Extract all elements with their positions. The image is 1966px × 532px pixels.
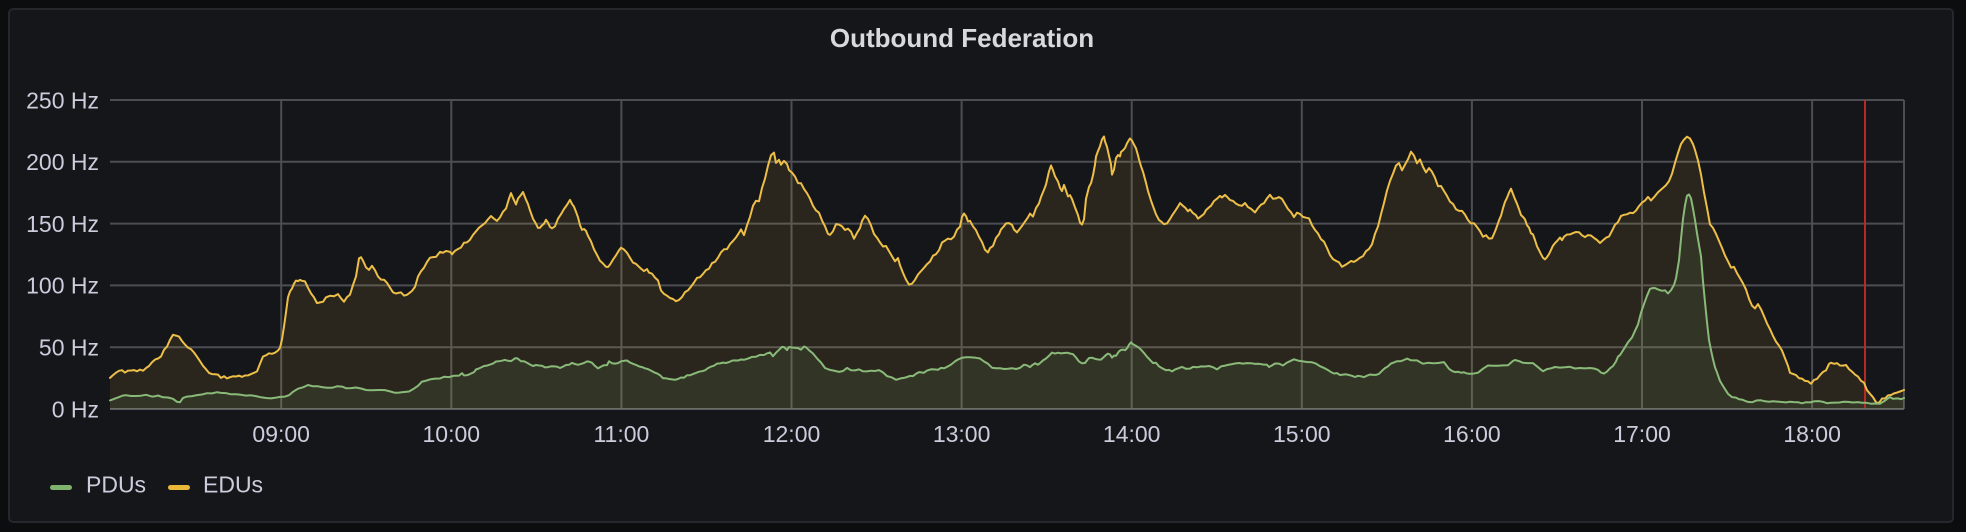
svg-text:100 Hz: 100 Hz (26, 273, 99, 299)
svg-text:200 Hz: 200 Hz (26, 149, 99, 175)
svg-text:16:00: 16:00 (1443, 421, 1501, 447)
svg-text:EDUs: EDUs (203, 472, 263, 498)
svg-text:15:00: 15:00 (1273, 421, 1331, 447)
svg-text:12:00: 12:00 (763, 421, 821, 447)
svg-text:0 Hz: 0 Hz (52, 396, 99, 422)
svg-text:18:00: 18:00 (1783, 421, 1841, 447)
svg-text:150 Hz: 150 Hz (26, 211, 99, 237)
svg-text:17:00: 17:00 (1613, 421, 1671, 447)
svg-text:50 Hz: 50 Hz (39, 335, 99, 361)
svg-text:09:00: 09:00 (252, 421, 310, 447)
svg-text:10:00: 10:00 (423, 421, 481, 447)
svg-text:PDUs: PDUs (86, 472, 146, 498)
svg-text:Outbound Federation: Outbound Federation (830, 23, 1094, 53)
svg-text:250 Hz: 250 Hz (26, 87, 99, 113)
svg-text:14:00: 14:00 (1103, 421, 1161, 447)
svg-text:13:00: 13:00 (933, 421, 991, 447)
svg-text:11:00: 11:00 (593, 421, 649, 447)
